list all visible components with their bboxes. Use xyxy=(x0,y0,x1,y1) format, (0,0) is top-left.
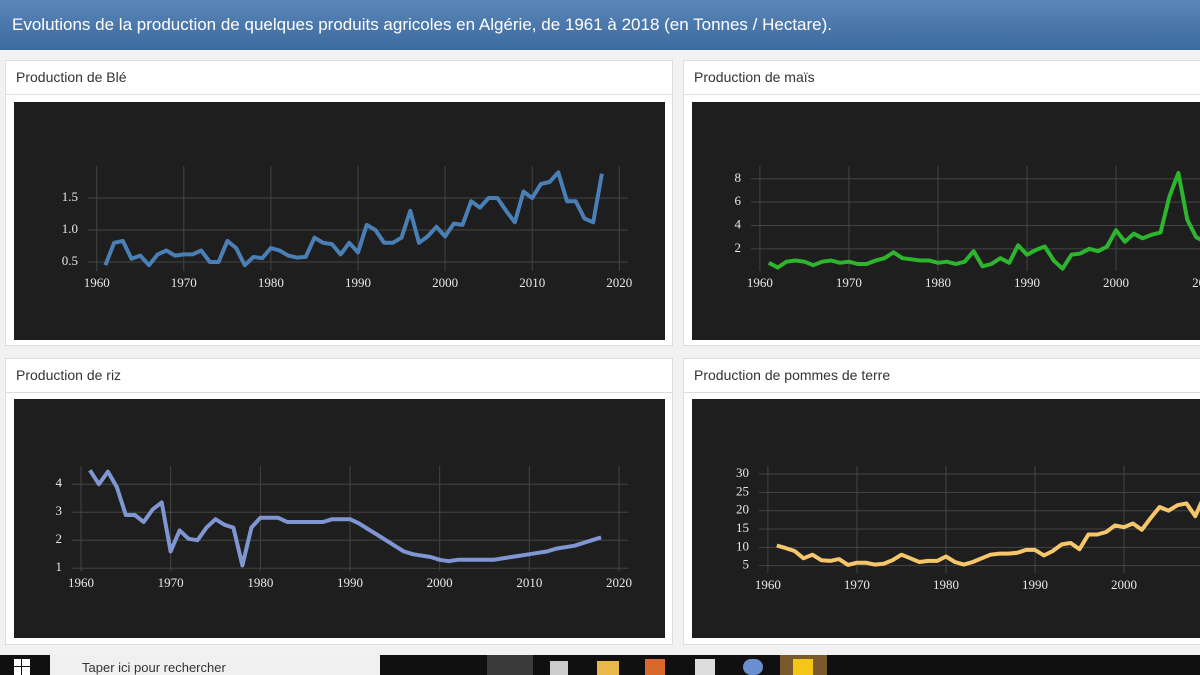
panel-title: Production de riz xyxy=(6,359,672,393)
x-tick-label: 1990 xyxy=(337,575,363,590)
x-tick-label: 2010 xyxy=(516,575,542,590)
data-line xyxy=(776,500,1200,567)
panel-title: Production de Blé xyxy=(6,61,672,95)
app-icon[interactable] xyxy=(743,659,763,675)
x-tick-label: 1990 xyxy=(1022,577,1048,592)
y-tick-label: 15 xyxy=(736,520,749,535)
x-tick-label: 2010 xyxy=(519,275,545,290)
y-tick-label: 4 xyxy=(56,475,63,490)
x-tick-label: 1960 xyxy=(747,275,773,290)
panel-title: Production de maïs xyxy=(684,61,1200,95)
chart: 0.5 1.0 1.5 1960 1970 1980 1990 2000 2010 2020 xyxy=(14,102,665,340)
panel: Production de maïs 2 4 6 8 1960 1970 1980 1990 2… xyxy=(683,60,1200,346)
x-tick-label: 1970 xyxy=(158,575,184,590)
y-tick-label: 10 xyxy=(736,538,749,553)
x-tick-label: 1990 xyxy=(1014,275,1040,290)
app-icon[interactable] xyxy=(645,659,665,675)
x-tick-label: 2020 xyxy=(606,575,632,590)
app-icon[interactable] xyxy=(597,661,619,675)
y-tick-label: 3 xyxy=(56,503,63,518)
x-tick-label: 1980 xyxy=(258,275,284,290)
app-icon[interactable] xyxy=(487,655,533,675)
x-tick-label: 2000 xyxy=(1103,275,1129,290)
chart: 1 2 3 4 1960 1970 1980 1990 2000 2010 2020 xyxy=(14,399,665,638)
x-tick-label: 1970 xyxy=(171,275,197,290)
chart: 24681960197019801990200020102020 xyxy=(692,102,1200,340)
data-line xyxy=(767,171,1200,271)
panel-title: Production de pommes de terre xyxy=(684,359,1200,393)
y-tick-label: 1 xyxy=(56,559,63,574)
x-tick-label: 1970 xyxy=(844,577,870,592)
y-tick-label: 0.5 xyxy=(62,253,78,268)
x-tick-label: 2020 xyxy=(606,275,632,290)
x-tick-label: 2000 xyxy=(1111,577,1137,592)
header: Evolutions de la production de quelques … xyxy=(0,0,1200,50)
x-tick-label: 1970 xyxy=(836,275,862,290)
y-tick-label: 6 xyxy=(735,193,742,208)
y-tick-label: 4 xyxy=(735,216,742,231)
data-line xyxy=(103,170,604,268)
panel: Production de Blé 0.5 1.0 1.5 1960 1970 1980 1… xyxy=(5,60,673,346)
x-tick-label: 1990 xyxy=(345,275,371,290)
chart: 510152025301960197019801990200020102020 xyxy=(692,399,1200,638)
x-tick-label: 2010 xyxy=(1192,275,1200,290)
y-tick-label: 5 xyxy=(743,557,750,572)
y-tick-label: 25 xyxy=(736,483,749,498)
x-tick-label: 1960 xyxy=(755,577,781,592)
x-tick-label: 1980 xyxy=(247,575,273,590)
y-tick-label: 1.5 xyxy=(62,189,78,204)
app-icon[interactable] xyxy=(780,655,827,675)
y-tick-label: 30 xyxy=(736,465,749,480)
panel: Production de riz 1 2 3 4 1960 1970 1980 1990 20… xyxy=(5,358,673,645)
panel: Production de pommes de terre 5 10 15 20 25 3… xyxy=(683,358,1200,645)
y-tick-label: 20 xyxy=(736,502,749,517)
y-tick-label: 2 xyxy=(735,240,742,255)
data-line xyxy=(88,469,602,568)
app-icon[interactable] xyxy=(695,659,715,675)
x-tick-label: 1980 xyxy=(933,577,959,592)
taskbar: Taper ici pour rechercher xyxy=(0,655,1200,675)
x-tick-label: 1960 xyxy=(84,275,110,290)
x-tick-label: 1960 xyxy=(68,575,94,590)
search-box[interactable]: Taper ici pour rechercher xyxy=(50,655,380,675)
x-tick-label: 2000 xyxy=(432,275,458,290)
start-button[interactable] xyxy=(14,659,34,675)
x-tick-label: 2000 xyxy=(427,575,453,590)
y-tick-label: 1.0 xyxy=(62,221,78,236)
x-tick-label: 1980 xyxy=(925,275,951,290)
y-tick-label: 2 xyxy=(56,531,63,546)
y-tick-label: 8 xyxy=(735,170,742,185)
app-icon[interactable] xyxy=(550,661,568,675)
